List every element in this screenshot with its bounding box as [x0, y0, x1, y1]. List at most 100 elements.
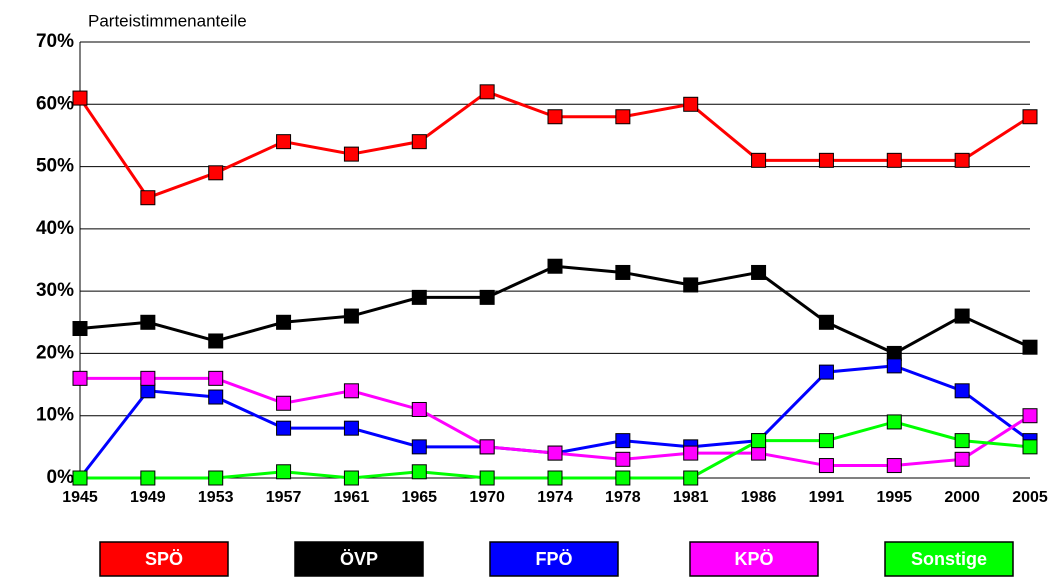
x-tick-label: 1949: [130, 489, 166, 506]
marker: [547, 470, 563, 486]
marker: [72, 370, 88, 386]
x-tick-label: 1978: [605, 489, 641, 506]
marker: [615, 433, 631, 449]
legend-label: SPÖ: [145, 549, 183, 569]
marker: [547, 109, 563, 125]
x-tick-label: 1974: [537, 489, 573, 506]
marker: [72, 470, 88, 486]
marker: [208, 470, 224, 486]
marker: [411, 439, 427, 455]
marker: [818, 364, 834, 380]
marker: [954, 383, 970, 399]
y-tick-label: 70%: [36, 31, 74, 52]
marker: [343, 308, 359, 324]
marker: [411, 289, 427, 305]
x-tick-label: 2000: [944, 489, 980, 506]
marker: [751, 264, 767, 280]
marker: [343, 470, 359, 486]
marker: [683, 277, 699, 293]
marker: [140, 190, 156, 206]
marker: [954, 451, 970, 467]
marker: [886, 152, 902, 168]
x-tick-label: 1970: [469, 489, 505, 506]
x-tick-label: 1986: [741, 489, 777, 506]
marker: [818, 314, 834, 330]
marker: [547, 258, 563, 274]
marker: [886, 358, 902, 374]
marker: [615, 109, 631, 125]
marker: [276, 314, 292, 330]
y-tick-label: 20%: [36, 342, 74, 363]
legend-label: FPÖ: [535, 549, 572, 569]
marker: [683, 445, 699, 461]
x-tick-label: 1953: [198, 489, 234, 506]
marker: [276, 134, 292, 150]
marker: [818, 433, 834, 449]
marker: [479, 470, 495, 486]
marker: [615, 264, 631, 280]
series-line: [78, 90, 1031, 200]
marker: [479, 439, 495, 455]
marker: [411, 401, 427, 417]
x-tick-label: 2005: [1012, 489, 1048, 506]
marker: [683, 96, 699, 112]
x-tick-label: 1957: [266, 489, 302, 506]
x-tick-label: 1981: [673, 489, 709, 506]
x-tick-label: 1991: [809, 489, 845, 506]
marker: [615, 451, 631, 467]
marker: [1022, 339, 1038, 355]
y-tick-label: 60%: [36, 93, 74, 114]
marker: [1022, 439, 1038, 455]
y-tick-label: 0%: [47, 467, 75, 488]
marker: [751, 152, 767, 168]
marker: [751, 445, 767, 461]
marker: [818, 458, 834, 474]
marker: [72, 90, 88, 106]
x-tick-label: 1995: [876, 489, 912, 506]
marker: [751, 433, 767, 449]
marker: [208, 370, 224, 386]
marker: [411, 134, 427, 150]
y-axis-label: Parteistimmenanteile: [88, 11, 247, 30]
legend-label: ÖVP: [340, 549, 378, 569]
marker: [72, 321, 88, 337]
marker: [1022, 408, 1038, 424]
marker: [479, 289, 495, 305]
marker: [208, 333, 224, 349]
legend-swatch: [99, 541, 229, 577]
legend-swatch: [689, 541, 819, 577]
marker: [954, 308, 970, 324]
y-tick-label: 50%: [36, 156, 74, 177]
legend-swatch: [294, 541, 424, 577]
marker: [818, 152, 834, 168]
marker: [208, 389, 224, 405]
x-tick-label: 1965: [401, 489, 437, 506]
marker: [343, 383, 359, 399]
marker: [140, 383, 156, 399]
marker: [411, 464, 427, 480]
legend-swatch: [884, 541, 1014, 577]
marker: [276, 420, 292, 436]
legend-label: Sonstige: [911, 549, 987, 569]
y-tick-label: 30%: [36, 280, 74, 301]
marker: [1022, 109, 1038, 125]
marker: [140, 314, 156, 330]
marker: [683, 470, 699, 486]
marker: [479, 84, 495, 100]
marker: [547, 445, 563, 461]
marker: [615, 470, 631, 486]
marker: [954, 152, 970, 168]
marker: [208, 165, 224, 181]
x-tick-label: 1945: [62, 489, 98, 506]
legend-swatch: [489, 541, 619, 577]
x-tick-label: 1961: [334, 489, 370, 506]
marker: [886, 458, 902, 474]
marker: [886, 414, 902, 430]
marker: [343, 146, 359, 162]
marker: [140, 470, 156, 486]
marker: [276, 464, 292, 480]
y-tick-label: 40%: [36, 218, 74, 239]
legend-label: KPÖ: [734, 549, 773, 569]
y-tick-label: 10%: [36, 405, 74, 426]
